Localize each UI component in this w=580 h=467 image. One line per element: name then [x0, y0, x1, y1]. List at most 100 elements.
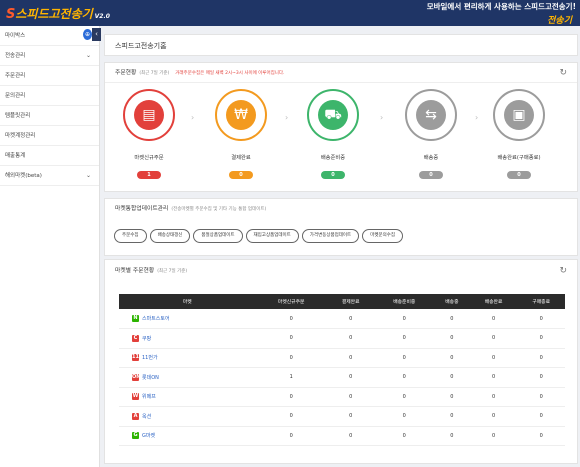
market-orders-title: 마켓별 주문현황: [115, 268, 155, 274]
table-cell: 0: [434, 406, 470, 427]
table-cell: 0: [517, 348, 565, 368]
market-cell[interactable]: ON 롯데ON: [119, 367, 256, 388]
sidebar-item-label: 템플릿관리: [5, 113, 31, 119]
sidebar-item-label: 주문관리: [5, 73, 26, 79]
order-stage-label: 배송준비중: [320, 155, 346, 161]
sidebar-item[interactable]: 마켓계정관리: [0, 126, 99, 146]
market-update-card: 마켓통합업데이트관리 (전송마켓별 주문수집 및 기타 기능 통합 업데이트) 주…: [104, 198, 578, 256]
sidebar-item-label: 해외마켓(beta): [5, 173, 42, 179]
table-cell: 0: [517, 426, 565, 446]
market-name: G마켓: [142, 433, 156, 440]
table-cell: 0: [326, 309, 375, 329]
order-status-notice: 거래주문수집은 매일 새벽 2시~3시 사이에 이루어집니다.: [175, 71, 285, 76]
market-name: 11번가: [142, 355, 158, 362]
table-cell: 0: [255, 328, 327, 349]
box-icon: ▣: [504, 100, 534, 130]
market-update-subtitle: (전송마켓별 주문수집 및 기타 기능 통합 업데이트): [171, 207, 267, 212]
truck-icon: ⛟: [318, 100, 348, 130]
market-update-button[interactable]: 재입고상품업데이트: [245, 229, 299, 243]
table-cell: 0: [374, 406, 435, 427]
order-stage[interactable]: ⛟ 배송준비중 0: [303, 89, 363, 180]
sidebar-item[interactable]: 템플릿관리: [0, 106, 99, 126]
market-cell[interactable]: C 쿠팡: [119, 328, 256, 349]
sidebar-item[interactable]: 해외마켓(beta) ⌄: [0, 166, 99, 186]
order-status-card: 주문현황 (최근 7일 기준) 거래주문수집은 매일 새벽 2시~3시 사이에 이루…: [104, 62, 578, 192]
top-slogan: 모바일에서 편리하게 사용하는 스피드고전송기!: [426, 2, 576, 11]
sidebar-item[interactable]: 문의관리: [0, 86, 99, 106]
market-update-button[interactable]: 주문수집: [114, 229, 147, 243]
market-cell[interactable]: 11 11번가: [119, 348, 256, 368]
table-row: G G마켓 0 0 0 0 0 0: [119, 426, 565, 446]
market-cell[interactable]: G G마켓: [119, 426, 256, 446]
table-cell: 0: [469, 406, 518, 427]
order-stage-count: 0: [229, 171, 253, 179]
market-logo-icon: A: [132, 412, 139, 420]
logo-text: 스피드고전송기: [15, 7, 93, 21]
table-cell: 0: [434, 367, 470, 388]
order-stage-count: 1: [137, 171, 161, 179]
market-name: 옥션: [142, 413, 152, 420]
sidebar-item[interactable]: 전송관리 ⌄: [0, 46, 99, 66]
page-title: 스피드고전송기홈: [104, 34, 578, 56]
chevron-down-icon: ⌄: [85, 172, 91, 179]
chevron-right-icon: ›: [191, 113, 195, 122]
order-stage-count: 0: [419, 171, 443, 179]
order-status-header: 주문현황 (최근 7일 기준) 거래주문수집은 매일 새벽 2시~3시 사이에 이루…: [105, 63, 577, 83]
column-header: 결제완료: [326, 294, 375, 309]
market-update-button[interactable]: 가격변동상품업데이트: [301, 229, 360, 243]
sidebar-item-label: 마이박스: [5, 33, 26, 39]
order-stage-count: 0: [321, 171, 345, 179]
market-orders-card: 마켓별 주문현황 (최근 7일 기준) ↻ 마켓 마켓신규주문 결제완료 배송준비중 배송…: [104, 259, 578, 464]
market-logo-icon: C: [132, 334, 139, 342]
order-stage[interactable]: ▤ 마켓신규주문 1: [119, 89, 179, 180]
refresh-icon[interactable]: ↻: [559, 266, 567, 276]
table-cell: 0: [469, 387, 518, 407]
order-stage-circle: ₩: [215, 89, 267, 141]
order-stage-label: 마켓신규주문: [134, 155, 164, 161]
order-stage-label: 배송중: [423, 155, 439, 161]
order-stage-circle: ⛟: [307, 89, 359, 141]
sidebar-collapse-button[interactable]: ‹: [92, 28, 101, 41]
refresh-icon[interactable]: ↻: [559, 68, 567, 78]
sidebar-item[interactable]: 주문관리: [0, 66, 99, 86]
market-logo-icon: ON: [132, 373, 141, 381]
sidebar-item[interactable]: 매출통계: [0, 146, 99, 166]
market-update-button[interactable]: 품절상품업데이트: [193, 229, 243, 243]
table-cell: 0: [469, 309, 518, 329]
table-cell: 0: [255, 348, 327, 368]
table-row: W 위메프 0 0 0 0 0 0: [119, 387, 565, 407]
table-row: N 스마트스토어 0 0 0 0 0 0: [119, 309, 565, 329]
market-cell[interactable]: W 위메프: [119, 387, 256, 407]
order-status-title: 주문현황: [115, 70, 137, 76]
order-stage-label: 배송완료(구매종료): [497, 155, 541, 161]
market-logo-icon: W: [132, 393, 139, 401]
table-cell: 0: [434, 426, 470, 446]
sidebar-item-label: 매출통계: [5, 153, 26, 159]
money-icon: ₩: [226, 100, 256, 130]
order-stage[interactable]: ₩ 결제완료 0: [211, 89, 271, 180]
market-cell[interactable]: N 스마트스토어: [119, 309, 256, 329]
table-cell: 0: [469, 367, 518, 388]
order-stage[interactable]: ⇆ 배송중 0: [401, 89, 461, 180]
table-cell: 0: [326, 406, 375, 427]
logo[interactable]: S스피드고전송기 V2.0: [6, 5, 110, 22]
top-brand: 전송기: [547, 16, 572, 26]
sidebar-item[interactable]: 마이박스: [0, 26, 99, 46]
table-row: ON 롯데ON 1 0 0 0 0 0: [119, 367, 565, 388]
column-header: 배송중: [434, 294, 470, 309]
table-cell: 0: [326, 367, 375, 388]
table-cell: 0: [434, 328, 470, 349]
table-cell: 0: [255, 309, 327, 329]
market-logo-icon: N: [132, 315, 139, 322]
market-logo-icon: 11: [132, 354, 139, 362]
table-header-row: 마켓 마켓신규주문 결제완료 배송준비중 배송중 배송완료 구매종료: [119, 294, 565, 309]
market-name: 스마트스토어: [142, 316, 170, 322]
market-update-button[interactable]: 마켓문의수집: [362, 229, 404, 243]
market-cell[interactable]: A 옥션: [119, 406, 256, 427]
market-update-button[interactable]: 배송상태갱신: [149, 229, 191, 243]
delivery-icon: ⇆: [416, 100, 446, 130]
table-cell: 0: [469, 328, 518, 349]
sidebar-add-icon[interactable]: ⊕: [83, 29, 92, 40]
order-stage[interactable]: ▣ 배송완료(구매종료) 0: [489, 89, 549, 180]
table-cell: 0: [374, 348, 435, 368]
